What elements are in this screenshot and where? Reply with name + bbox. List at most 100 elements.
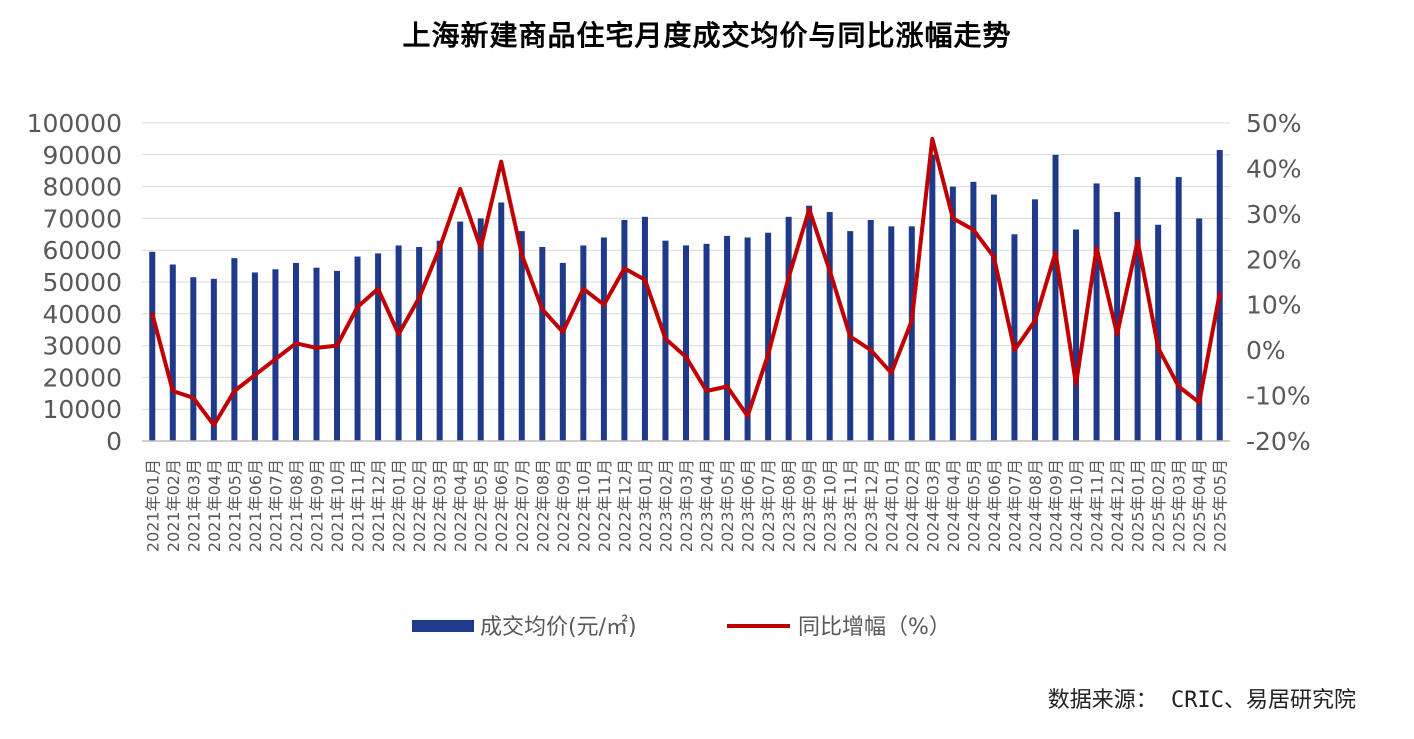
- x-tick-label: 2024年07月: [1005, 459, 1024, 552]
- line-point: [253, 373, 257, 377]
- x-tick-label: 2025年02月: [1149, 459, 1168, 552]
- line-point: [150, 312, 154, 316]
- x-tick-label: 2024年12月: [1108, 459, 1127, 552]
- x-tick-label: 2022年10月: [574, 459, 593, 552]
- bar: [641, 216, 648, 441]
- line-point: [520, 253, 524, 257]
- x-tick-label: 2024年09月: [1047, 459, 1066, 552]
- bar: [908, 226, 915, 441]
- line-point: [663, 337, 667, 341]
- x-tick-label: 2024年01月: [882, 459, 901, 552]
- x-tick-label: 2022年05月: [472, 459, 491, 552]
- bar: [929, 154, 936, 442]
- y-left-tick-label: 0: [106, 427, 122, 456]
- line-point: [807, 207, 811, 211]
- bar: [1134, 177, 1141, 441]
- bar: [313, 267, 320, 441]
- y-right-tick-label: 40%: [1246, 154, 1302, 183]
- bar: [621, 219, 628, 441]
- line-point: [294, 341, 298, 345]
- line-point: [438, 246, 442, 250]
- line-point: [479, 246, 483, 250]
- line-point: [766, 353, 770, 357]
- y-right-tick-label: 20%: [1246, 245, 1302, 274]
- bar: [1175, 177, 1182, 441]
- source-note: 数据来源： CRIC、易居研究院: [1047, 688, 1356, 713]
- line-point: [335, 344, 339, 348]
- bar: [210, 278, 217, 441]
- x-tick-label: 2023年04月: [698, 459, 717, 552]
- x-tick-label: 2022年03月: [431, 459, 450, 552]
- line-point: [191, 396, 195, 400]
- bar: [785, 216, 792, 441]
- y-right-tick-label: 0%: [1246, 336, 1286, 365]
- line-point: [1218, 291, 1222, 295]
- y-left-tick-label: 30000: [42, 332, 122, 361]
- line-point: [848, 335, 852, 339]
- x-tick-label: 2021年06月: [246, 459, 265, 552]
- x-tick-label: 2022年08月: [533, 459, 552, 552]
- line-point: [540, 307, 544, 311]
- line-point: [1177, 384, 1181, 388]
- x-tick-label: 2025年05月: [1211, 459, 1230, 552]
- line-point: [314, 346, 318, 350]
- bar: [806, 205, 813, 441]
- x-tick-label: 2022年01月: [390, 459, 409, 552]
- x-tick-label: 2024年11月: [1088, 459, 1107, 552]
- x-tick-label: 2021年01月: [143, 459, 162, 552]
- x-tick-label: 2022年06月: [492, 459, 511, 552]
- bar: [724, 235, 731, 441]
- line-point: [171, 389, 175, 393]
- x-tick-label: 2021年02月: [164, 459, 183, 552]
- bar: [169, 264, 176, 441]
- bar: [1196, 218, 1203, 441]
- x-tick-label: 2022年04月: [451, 459, 470, 552]
- x-tick-label: 2022年11月: [595, 459, 614, 552]
- bar: [559, 262, 566, 441]
- x-tick-label: 2024年10月: [1067, 459, 1086, 552]
- right-y-axis: -20% -10% 0% 10% 20% 30% 40% 50%: [1246, 109, 1311, 456]
- x-tick-label: 2023年09月: [800, 459, 819, 552]
- x-tick-label: 2025年04月: [1190, 459, 1209, 552]
- line-point: [951, 216, 955, 220]
- line-point: [1095, 246, 1099, 250]
- bar: [888, 226, 895, 441]
- line-point: [1033, 319, 1037, 323]
- bar: [990, 194, 997, 441]
- x-tick-label: 2024年04月: [944, 459, 963, 552]
- line-point: [458, 187, 462, 191]
- x-axis: 2021年01月 2021年02月 2021年03月 2021年04月 2021年05月…: [142, 440, 1230, 552]
- x-tick-label: 2023年06月: [739, 459, 758, 552]
- bar: [744, 237, 751, 441]
- line-point: [232, 389, 236, 393]
- line-point: [869, 348, 873, 352]
- line-point: [417, 296, 421, 300]
- bar: [703, 243, 710, 441]
- line-point: [561, 330, 565, 334]
- bar: [231, 258, 238, 441]
- bar: [272, 269, 279, 441]
- bar: [334, 270, 341, 441]
- y-right-tick-label: 10%: [1246, 291, 1302, 320]
- bar: [949, 186, 956, 441]
- line-point: [499, 160, 503, 164]
- line-point: [397, 332, 401, 336]
- y-right-tick-label: -20%: [1246, 427, 1311, 456]
- legend-label-bar: 成交均价(元/㎡): [480, 614, 637, 640]
- x-tick-label: 2021年03月: [184, 459, 203, 552]
- y-left-tick-label: 100000: [27, 109, 122, 138]
- x-tick-label: 2021年07月: [266, 459, 285, 552]
- x-tick-label: 2022年07月: [513, 459, 532, 552]
- x-tick-label: 2021年12月: [369, 459, 388, 552]
- line-series: [150, 136, 1222, 428]
- x-tick-label: 2023年11月: [841, 459, 860, 552]
- x-tick-label: 2023年03月: [677, 459, 696, 552]
- y-left-tick-label: 50000: [42, 268, 122, 297]
- line-point: [581, 287, 585, 291]
- x-tick-label: 2022年02月: [410, 459, 429, 552]
- y-left-tick-label: 60000: [42, 236, 122, 265]
- bar: [970, 181, 977, 441]
- line-point: [746, 414, 750, 418]
- x-tick-label: 2022年09月: [554, 459, 573, 552]
- y-left-tick-label: 80000: [42, 173, 122, 202]
